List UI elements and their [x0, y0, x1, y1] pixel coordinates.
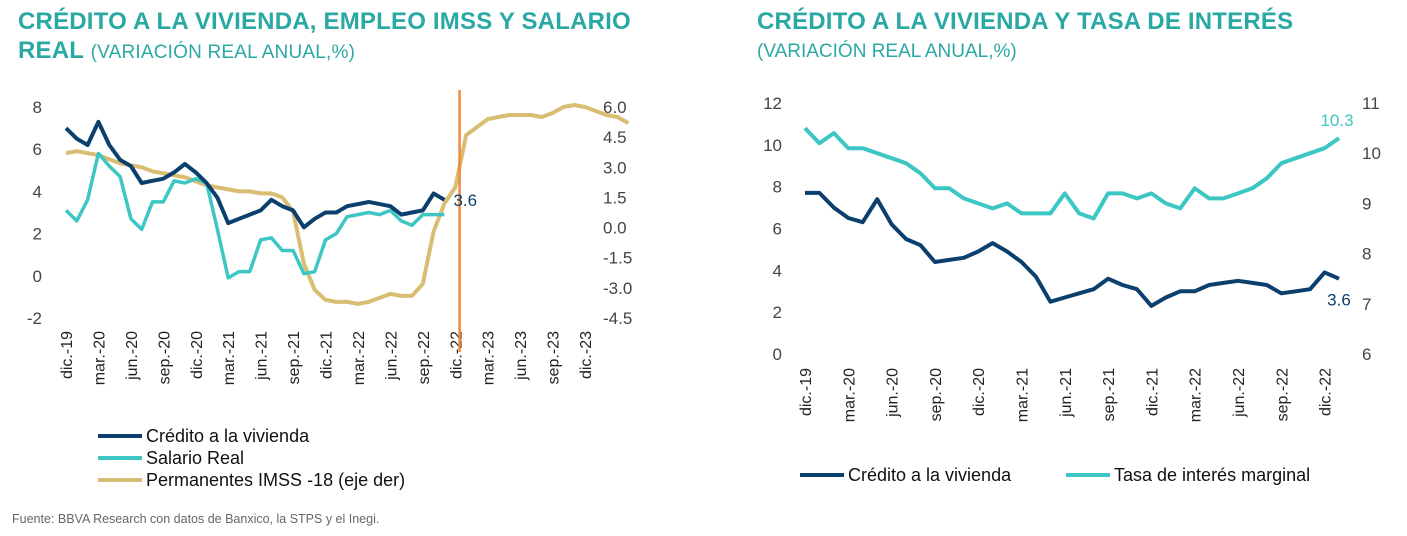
chart2-legend-tasa: Tasa de interés marginal: [1114, 465, 1310, 485]
chart1-x-tick: sep.-23: [546, 331, 563, 384]
chart2-end-label-tasa: 10.3: [1320, 111, 1353, 130]
chart2-x-tick: mar.-20: [841, 368, 858, 422]
chart2-x-tick: sep.-22: [1274, 368, 1291, 421]
source-note: Fuente: BBVA Research con datos de Banxi…: [12, 512, 380, 526]
chart1-x-tick: dic.-22: [448, 331, 465, 379]
chart2-y-right-tick: 9: [1362, 194, 1371, 213]
chart1-x-tick: mar.-21: [221, 331, 238, 385]
chart1-end-label: 3.6: [453, 191, 477, 210]
chart1-x-tick: dic.-21: [319, 331, 336, 379]
chart1-title-line2: REAL: [18, 37, 84, 64]
chart1-x-tick: mar.-23: [481, 331, 498, 385]
chart1-y-right-tick: -1.5: [603, 249, 632, 268]
chart1-legend-salario: Salario Real: [146, 448, 244, 468]
chart1-y-right-tick: 4.5: [603, 128, 627, 147]
chart2-title: CRÉDITO A LA VIVIENDA Y TASA DE INTERÉS: [757, 7, 1293, 36]
chart1-x-tick: jun.-21: [254, 331, 271, 381]
chart2-title-line1: CRÉDITO A LA VIVIENDA Y TASA DE INTERÉS: [757, 8, 1294, 35]
chart2-y-left-tick: 6: [773, 220, 782, 239]
chart2-y-right-tick: 11: [1362, 94, 1380, 113]
chart2-x-tick: dic.-21: [1144, 368, 1161, 416]
chart2-series-tasa: [803, 126, 1341, 221]
chart2-x-tick: dic.-20: [971, 368, 988, 416]
chart1-x-tick: jun.-22: [383, 331, 400, 381]
chart1-y-left-tick: 8: [33, 98, 42, 117]
chart1-x-tick: jun.-23: [513, 331, 530, 381]
chart1-y-left-tick: 6: [33, 140, 42, 159]
chart2-y-left-tick: 10: [763, 136, 782, 155]
chart1-legend-credito: Crédito a la vivienda: [146, 426, 310, 446]
chart1-x-tick: mar.-22: [351, 331, 368, 385]
chart1-series-salario: [64, 151, 445, 280]
chart1-y-right-tick: -4.5: [603, 309, 632, 328]
chart1-x-tick: sep.-20: [156, 331, 173, 384]
chart2-x-tick: sep.-21: [1101, 368, 1118, 421]
chart2-legend-credito: Crédito a la vivienda: [848, 465, 1012, 485]
chart2-y-left-tick: 4: [773, 261, 782, 280]
chart2-subtitle: (VARIACIÓN REAL ANUAL,%): [757, 41, 1017, 62]
chart2-y-right-tick: 8: [1362, 245, 1371, 264]
chart1-x-tick: dic.-19: [59, 331, 76, 379]
chart2-y-left-tick: 12: [763, 94, 782, 113]
chart1-x-tick: sep.-22: [416, 331, 433, 384]
chart2-y-left-tick: 0: [773, 345, 782, 364]
chart1-y-right-tick: 6.0: [603, 98, 627, 117]
chart2-y-left-tick: 8: [773, 178, 782, 197]
chart1-y-right-tick: 0.0: [603, 219, 627, 238]
chart1-x-tick: dic.-23: [578, 331, 595, 379]
chart1-y-left-tick: 4: [33, 182, 42, 201]
chart1-x-tick: dic.-20: [189, 331, 206, 379]
chart2-end-label-credito: 3.6: [1327, 291, 1351, 310]
chart1-x-tick: mar.-20: [91, 331, 108, 385]
chart1-y-left-tick: 0: [33, 267, 42, 286]
chart1-y-right-tick: 3.0: [603, 158, 627, 177]
chart1-x-tick: jun.-20: [124, 331, 141, 381]
chart2-x-tick: sep.-20: [928, 368, 945, 421]
chart1-y-right-tick: 1.5: [603, 188, 627, 207]
chart1-subtitle: (VARIACIÓN REAL ANUAL,%): [90, 42, 356, 63]
chart2-x-tick: dic.-22: [1318, 368, 1335, 416]
chart1-x-tick: sep.-21: [286, 331, 303, 384]
chart1-series-credito: [64, 119, 446, 230]
chart1-legend-permanentes: Permanentes IMSS -18 (eje der): [146, 470, 405, 490]
chart2-y-right-tick: 7: [1362, 295, 1371, 314]
chart1-title-line1: CRÉDITO A LA VIVIENDA, EMPLEO IMSS Y SAL…: [18, 8, 631, 35]
chart2-x-tick: jun.-20: [885, 368, 902, 418]
chart1-title: CRÉDITO A LA VIVIENDA, EMPLEO IMSS Y SAL…: [18, 7, 631, 67]
chart2-series-credito: [805, 190, 1340, 308]
chart2-y-left-tick: 2: [773, 303, 782, 322]
chart2-y-right-tick: 10: [1362, 144, 1381, 163]
chart2-x-tick: mar.-22: [1188, 368, 1205, 422]
chart1-y-left-tick: -2: [27, 309, 42, 328]
chart1-series-permanentes: [65, 103, 630, 306]
chart1-y-right-tick: -3.0: [603, 279, 632, 298]
chart2-x-tick: dic.-19: [798, 368, 815, 416]
chart2-x-tick: jun.-22: [1231, 368, 1248, 418]
chart2-y-right-tick: 6: [1362, 345, 1371, 364]
chart1-y-left-tick: 2: [33, 225, 42, 244]
chart2-x-tick: mar.-21: [1014, 368, 1031, 422]
chart2-x-tick: jun.-21: [1058, 368, 1075, 418]
